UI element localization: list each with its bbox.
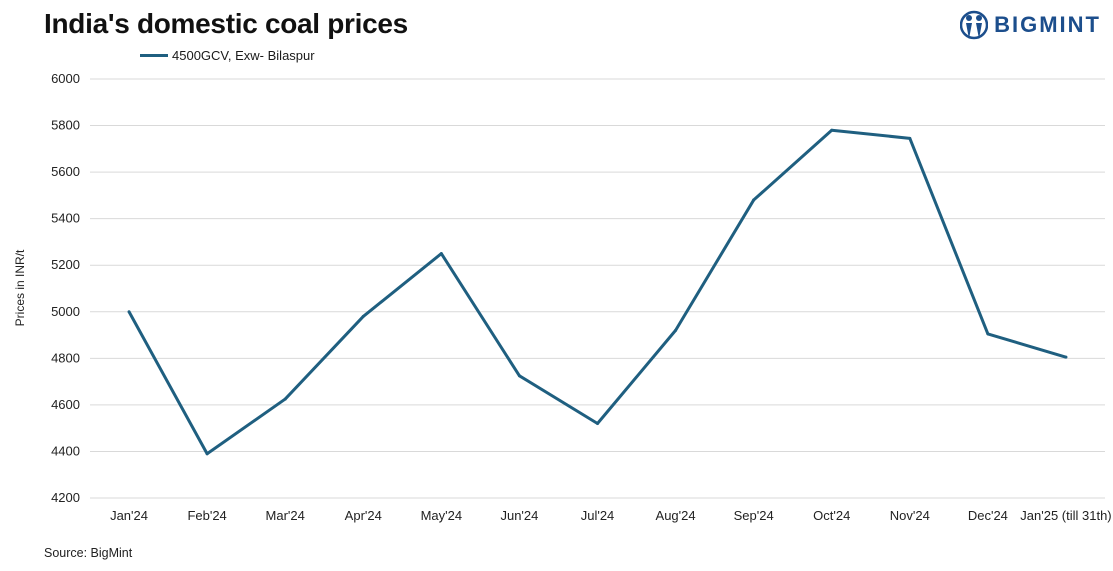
legend-label: 4500GCV, Exw- Bilaspur <box>172 48 315 63</box>
y-tick-label: 5200 <box>51 257 80 272</box>
x-tick-label: Jan'25 (till 31th) <box>1020 508 1111 523</box>
y-tick-label: 4200 <box>51 490 80 505</box>
x-tick-label: Feb'24 <box>187 508 226 523</box>
x-tick-label: Sep'24 <box>734 508 774 523</box>
source-note: Source: BigMint <box>44 546 133 560</box>
chart-legend: 4500GCV, Exw- Bilaspur <box>140 48 315 63</box>
data-point <box>205 452 209 456</box>
y-axis-ticks: 4200 4400 4600 4800 5000 5200 5400 5600 5800 6000 <box>51 71 80 505</box>
data-point <box>517 374 521 378</box>
data-point <box>986 332 990 336</box>
x-tick-label: Jun'24 <box>500 508 538 523</box>
x-tick-label: Jan'24 <box>110 508 148 523</box>
logo-text: BIGMINT <box>994 12 1101 37</box>
y-tick-label: 5800 <box>51 118 80 133</box>
series-layer <box>127 128 1068 456</box>
brand-logo: BIGMINT <box>960 8 1101 42</box>
y-tick-label: 5000 <box>51 304 80 319</box>
data-point <box>752 198 756 202</box>
data-point <box>908 136 912 140</box>
y-tick-label: 4400 <box>51 443 80 458</box>
data-point <box>596 422 599 426</box>
legend-swatch <box>140 54 168 57</box>
x-tick-label: Nov'24 <box>890 508 930 523</box>
data-point <box>830 128 834 132</box>
chart-title: India's domestic coal prices <box>44 8 408 39</box>
x-tick-label: Oct'24 <box>813 508 850 523</box>
y-tick-label: 5600 <box>51 164 80 179</box>
data-point <box>283 397 287 401</box>
y-axis-label: Prices in INR/t <box>13 249 27 326</box>
y-tick-label: 6000 <box>51 71 80 86</box>
x-tick-label: Apr'24 <box>345 508 382 523</box>
data-point <box>439 252 443 256</box>
x-axis-ticks: Jan'24 Feb'24 Mar'24 Apr'24 May'24 Jun'24 Jul'… <box>110 508 1112 523</box>
data-point <box>674 328 678 332</box>
x-tick-label: Mar'24 <box>266 508 305 523</box>
x-tick-label: Aug'24 <box>656 508 696 523</box>
y-tick-label: 5400 <box>51 211 80 226</box>
data-point <box>1064 355 1068 359</box>
x-tick-label: May'24 <box>421 508 463 523</box>
bigmint-logo-icon <box>960 10 989 40</box>
x-tick-label: Dec'24 <box>968 508 1008 523</box>
data-point <box>127 310 131 314</box>
grid-lines <box>90 78 1105 499</box>
y-tick-label: 4800 <box>51 350 80 365</box>
x-tick-label: Jul'24 <box>581 508 615 523</box>
y-tick-label: 4600 <box>51 397 80 412</box>
data-point <box>361 314 365 318</box>
